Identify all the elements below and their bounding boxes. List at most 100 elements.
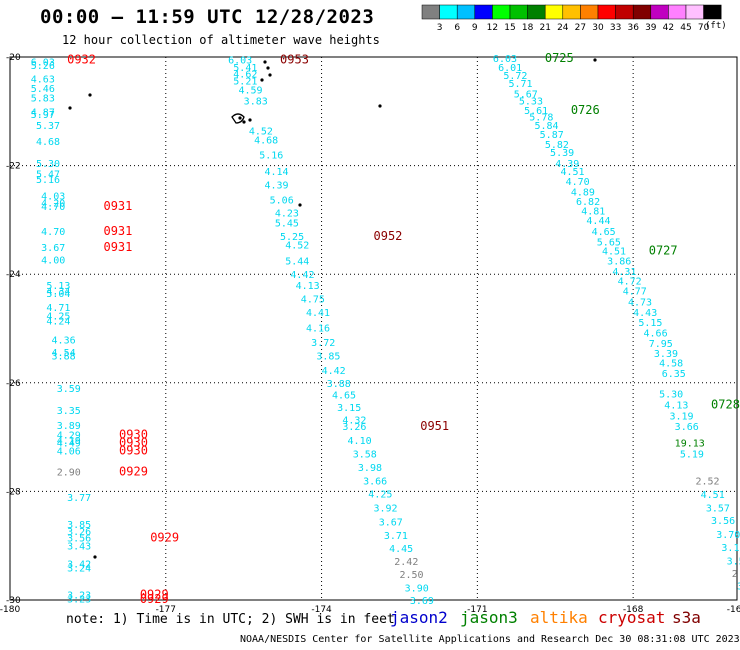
x-tick-label: -168 [623, 605, 644, 615]
wave-height-label: 3.69 [410, 596, 434, 607]
wave-height-label: 3.26 [342, 422, 366, 433]
wave-height-label: 5.39 [550, 148, 574, 159]
wave-height-label: 3.42 [67, 560, 91, 571]
wave-height-label: 4.29 [57, 430, 81, 441]
wave-height-label: 4.62 [233, 69, 257, 80]
island-outlines [68, 58, 597, 559]
pass-time-label: 0953 [280, 53, 309, 67]
wave-height-label: 5.37 [36, 121, 60, 132]
wave-height-label: 5.33 [519, 96, 543, 107]
x-tick-label: -180 [0, 605, 20, 615]
pass-time-label: 0929 [140, 592, 169, 606]
colorbar-label: 27 [575, 23, 586, 33]
wave-height-label: 4.59 [238, 86, 262, 97]
legend-altika: altika [530, 608, 588, 627]
pass-time-label: 0931 [103, 240, 132, 254]
wave-height-label: 3.59 [727, 556, 740, 567]
wave-height-label: 4.66 [644, 328, 668, 339]
colorbar-swatch [615, 4, 634, 20]
wave-height-label: 3.89 [57, 421, 81, 432]
island-speck [248, 118, 252, 122]
colorbar-label: 70 [698, 23, 710, 33]
chart-title: 00:00 – 11:59 UTC 12/28/2023 [40, 6, 375, 28]
island-speck [266, 66, 270, 70]
island-speck [593, 58, 597, 62]
wave-height-label: 5.21 [233, 76, 257, 87]
wave-height-label: 4.77 [623, 286, 647, 297]
wave-height-label: 3.15 [337, 403, 361, 414]
wave-height-label: 5.71 [509, 79, 533, 90]
wave-height-label: 5.72 [503, 71, 527, 82]
wave-height-label: 5.13 [46, 281, 70, 292]
island-speck [268, 73, 272, 77]
wave-height-label: 5.84 [534, 121, 558, 132]
colorbar-swatch [703, 4, 722, 20]
wave-height-label: 4.25 [46, 311, 70, 322]
wave-height-label: 4.44 [586, 216, 610, 227]
colorbar-label: 42 [663, 23, 674, 33]
wave-height-label: 5.19 [680, 449, 704, 460]
colorbar-swatch [580, 4, 599, 20]
wave-height-label: 5.65 [597, 238, 621, 249]
wave-height-label: 3.92 [374, 504, 398, 515]
wave-height-label: 4.41 [306, 308, 330, 319]
colorbar-label: 30 [592, 23, 604, 33]
wave-height-label: 3.12 [721, 543, 740, 554]
wave-height-label: 5.16 [259, 151, 283, 162]
wave-height-label: 5.67 [514, 89, 538, 100]
wave-height-label: 4.75 [301, 295, 325, 306]
wave-height-label: 4.16 [306, 323, 330, 334]
wave-height-label: 4.42 [322, 366, 346, 377]
colorbar-swatch [685, 4, 704, 20]
wave-height-label: 3.72 [311, 338, 335, 349]
island-outline [231, 113, 245, 124]
wave-height-label: 7.95 [649, 339, 673, 350]
wave-height-label: 4.13 [296, 281, 320, 292]
wave-height-label: 5.06 [270, 195, 294, 206]
wave-height-label: 3.23 [67, 591, 91, 602]
y-tick-label: -24 [6, 270, 21, 280]
pass-time-label: 0932 [67, 53, 96, 67]
wave-height-label: 4.32 [342, 416, 366, 427]
colorbar-label: 18 [522, 23, 534, 33]
colorbar-swatch [597, 4, 616, 20]
wave-height-label: 5.46 [31, 84, 55, 95]
pass-time-label: 0952 [374, 229, 403, 243]
pass-time-label: 0951 [420, 419, 449, 433]
pass-time-label: 0728 [711, 398, 740, 412]
island-speck [378, 104, 382, 108]
wave-height-label: 5.04 [46, 289, 70, 300]
wave-height-label: 4.70 [41, 202, 65, 213]
colorbar: 3 6 9 12 15 18 21 24 27 30 33 36 39 42 45 70 [421, 4, 722, 33]
colorbar-swatch [492, 4, 511, 20]
colorbar-label: 12 [487, 23, 498, 33]
wave-height-label: 4.31 [612, 267, 636, 278]
wave-height-label: 4.89 [571, 188, 595, 199]
pass-time-label: 0929 [140, 588, 169, 602]
pass-time-label: 0931 [103, 224, 132, 238]
wave-height-label: 4.49 [57, 439, 81, 450]
wave-height-label: 4.36 [52, 335, 76, 346]
wave-height-label: 3.71 [384, 531, 408, 542]
wave-height-label: 4.71 [46, 303, 70, 314]
island-speck [260, 78, 264, 82]
pass-time-label: 0931 [103, 199, 132, 213]
grid-lines [10, 57, 737, 600]
pass-time-label: 0726 [571, 103, 600, 117]
colorbar-label: 15 [504, 23, 515, 33]
wave-height-label: 3.39 [654, 349, 678, 360]
colorbar-label: 39 [645, 23, 657, 33]
wave-height-label: 4.34 [46, 286, 70, 297]
pass-time-label: 0930 [119, 436, 148, 450]
wave-height-label: 6.01 [498, 63, 522, 74]
colorbar-label: 9 [472, 23, 478, 33]
wave-height-label: 3.86 [607, 257, 631, 268]
wave-height-label: 3.66 [675, 422, 699, 433]
wave-height-label: 5.41 [233, 63, 257, 74]
legend-s3a: s3a [672, 608, 701, 627]
pass-time-label: 0727 [649, 243, 678, 257]
pass-time-label: 0725 [545, 51, 574, 65]
wave-height-label: 3.35 [57, 406, 81, 417]
wave-height-label: 5.45 [275, 219, 299, 230]
